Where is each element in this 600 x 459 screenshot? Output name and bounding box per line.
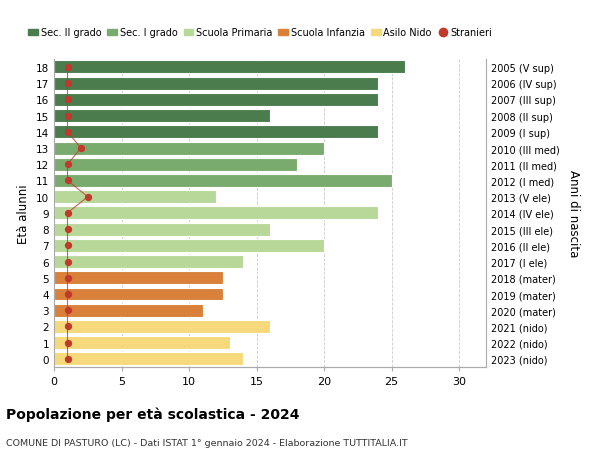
Point [63,274,72,282]
Point [83,194,92,201]
Bar [54,158,297,171]
Y-axis label: Età alunni: Età alunni [17,184,31,243]
Bar [54,142,324,155]
Point [76,145,86,152]
Bar [54,320,270,333]
Bar [54,353,243,365]
Point [63,307,72,314]
Bar [54,304,203,317]
Point [63,242,72,250]
Bar [54,272,223,285]
Point [63,210,72,217]
Bar [54,256,243,269]
Bar [54,94,378,106]
Bar [54,174,392,188]
Bar [54,336,230,349]
Bar [54,223,270,236]
Bar [54,126,378,139]
Bar [54,78,378,90]
Point [63,80,72,88]
Bar [54,62,405,74]
Point [63,291,72,298]
Point [63,64,72,72]
Point [63,226,72,233]
Text: COMUNE DI PASTURO (LC) - Dati ISTAT 1° gennaio 2024 - Elaborazione TUTTITALIA.IT: COMUNE DI PASTURO (LC) - Dati ISTAT 1° g… [6,438,407,448]
Bar [54,239,324,252]
Bar [54,207,378,220]
Point [63,96,72,104]
Point [63,112,72,120]
Bar [54,288,223,301]
Legend: Sec. II grado, Sec. I grado, Scuola Primaria, Scuola Infanzia, Asilo Nido, Stran: Sec. II grado, Sec. I grado, Scuola Prim… [25,24,496,42]
Bar [54,110,270,123]
Point [63,323,72,330]
Point [63,161,72,168]
Point [63,355,72,363]
Point [63,339,72,347]
Bar [54,191,216,204]
Y-axis label: Anni di nascita: Anni di nascita [566,170,580,257]
Text: Popolazione per età scolastica - 2024: Popolazione per età scolastica - 2024 [6,406,299,421]
Point [63,258,72,266]
Point [63,129,72,136]
Point [63,177,72,185]
